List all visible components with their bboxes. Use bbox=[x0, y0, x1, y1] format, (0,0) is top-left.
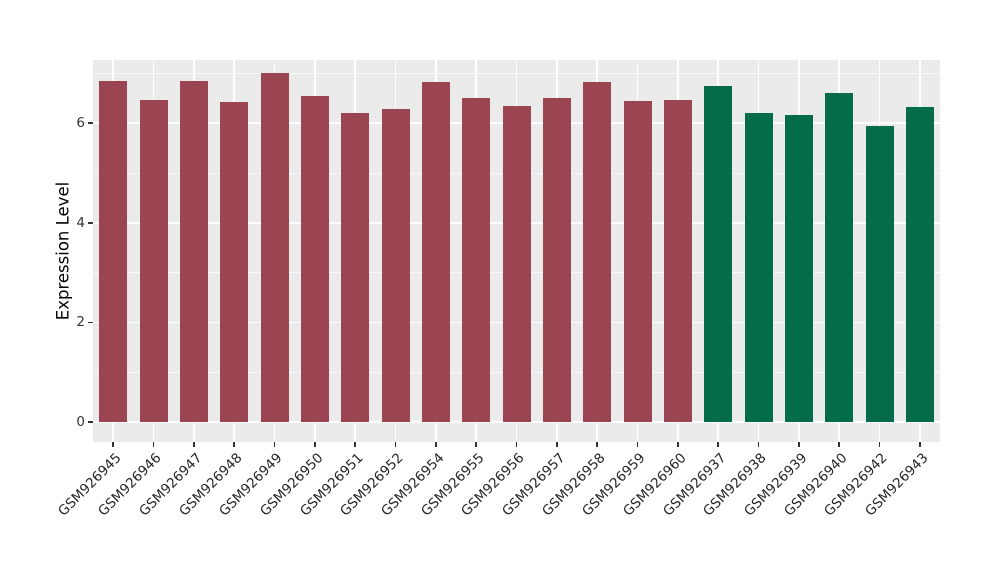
x-tick-mark bbox=[556, 442, 558, 447]
x-tick-mark bbox=[314, 442, 316, 447]
y-tick-label: 4 bbox=[76, 214, 85, 231]
x-tick-mark bbox=[435, 442, 437, 447]
bar-GSM926942 bbox=[865, 126, 894, 422]
y-axis-title: Expression Level bbox=[53, 181, 73, 321]
y-tick-label: 6 bbox=[76, 115, 85, 132]
x-tick-mark bbox=[878, 442, 881, 447]
bar-GSM926960 bbox=[663, 100, 692, 422]
plot-panel bbox=[93, 60, 940, 442]
x-tick-mark bbox=[152, 442, 155, 447]
bar-GSM926952 bbox=[381, 109, 410, 422]
y-tick-label: 0 bbox=[76, 414, 85, 430]
bar-GSM926938 bbox=[744, 113, 773, 422]
x-tick-mark bbox=[233, 442, 235, 447]
y-tick-label: 2 bbox=[76, 314, 85, 331]
bar-GSM926949 bbox=[260, 72, 289, 422]
bar-GSM926940 bbox=[825, 93, 854, 422]
x-tick-mark bbox=[273, 442, 276, 447]
bar-GSM926946 bbox=[139, 99, 168, 422]
y-tick-mark bbox=[88, 321, 93, 324]
x-tick-mark bbox=[475, 442, 477, 447]
bar-GSM926947 bbox=[179, 80, 208, 422]
bar-GSM926957 bbox=[542, 98, 571, 422]
x-tick-mark bbox=[394, 442, 397, 447]
x-tick-mark bbox=[515, 442, 518, 447]
x-tick-mark bbox=[112, 442, 114, 447]
bar-GSM926950 bbox=[300, 95, 329, 422]
bar-GSM926939 bbox=[784, 114, 813, 422]
x-tick-mark bbox=[677, 442, 679, 447]
bar-GSM926948 bbox=[220, 102, 249, 422]
bar-GSM926959 bbox=[623, 101, 652, 422]
x-tick-mark bbox=[798, 442, 800, 447]
x-tick-mark bbox=[636, 442, 639, 447]
x-tick-mark bbox=[838, 442, 840, 447]
y-tick-mark bbox=[88, 222, 93, 224]
x-tick-mark bbox=[193, 442, 195, 447]
x-tick-mark bbox=[757, 442, 760, 447]
y-tick-mark bbox=[88, 421, 93, 423]
bar-GSM926943 bbox=[905, 107, 934, 422]
bar-GSM926955 bbox=[462, 97, 491, 422]
bar-GSM926954 bbox=[421, 82, 450, 422]
bar-GSM926958 bbox=[583, 82, 612, 422]
x-tick-mark bbox=[354, 442, 356, 447]
bar-GSM926937 bbox=[704, 86, 733, 422]
bar-GSM926945 bbox=[99, 80, 128, 422]
x-tick-mark bbox=[919, 442, 921, 447]
x-tick-mark bbox=[596, 442, 598, 447]
y-tick-mark bbox=[88, 122, 93, 124]
x-tick-mark bbox=[717, 442, 719, 447]
bar-GSM926956 bbox=[502, 106, 531, 422]
bar-GSM926951 bbox=[341, 113, 370, 422]
